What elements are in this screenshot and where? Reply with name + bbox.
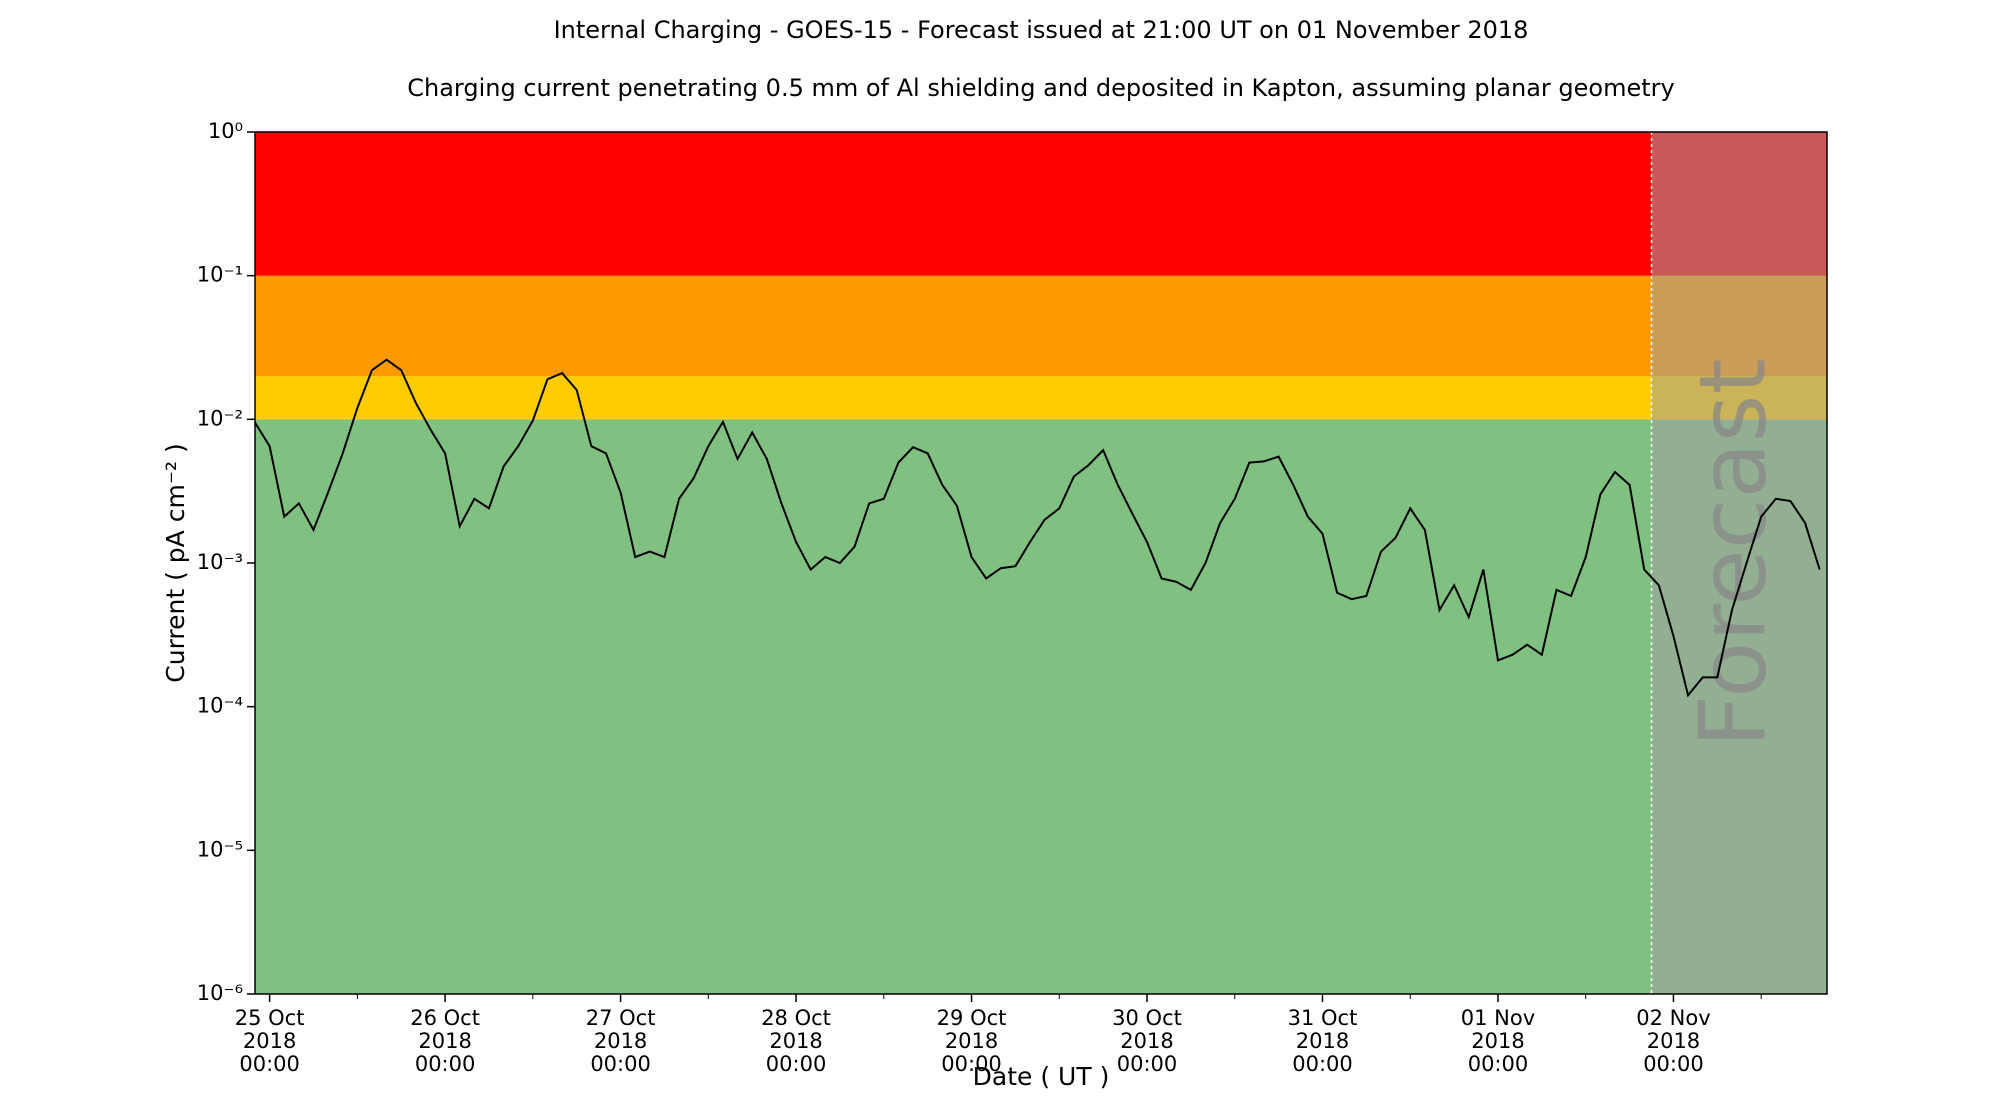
chart-subtitle: Charging current penetrating 0.5 mm of A… bbox=[407, 74, 1675, 102]
forecast-region bbox=[1651, 132, 1827, 994]
x-tick-label-line: 30 Oct bbox=[1112, 1006, 1182, 1030]
x-tick-label: 01 Nov 2018 00:00 bbox=[1461, 1006, 1535, 1076]
x-tick-label-line: 2018 bbox=[1647, 1029, 1700, 1053]
x-tick-label-line: 25 Oct bbox=[235, 1006, 305, 1030]
x-tick-label: 27 Oct 2018 00:00 bbox=[586, 1006, 656, 1076]
x-tick-label-line: 00:00 bbox=[590, 1052, 651, 1076]
x-tick-label: 28 Oct 2018 00:00 bbox=[761, 1006, 831, 1076]
x-tick-label-line: 28 Oct bbox=[761, 1006, 831, 1030]
chart-title: Internal Charging - GOES-15 - Forecast i… bbox=[554, 16, 1529, 44]
x-tick-label: 30 Oct 2018 00:00 bbox=[1112, 1006, 1182, 1076]
x-tick-label-line: 2018 bbox=[945, 1029, 998, 1053]
x-tick-label-line: 29 Oct bbox=[937, 1006, 1007, 1030]
y-tick-label: 10⁰ bbox=[208, 119, 243, 143]
x-tick-label-line: 2018 bbox=[769, 1029, 822, 1053]
y-tick-label: 10⁻¹ bbox=[197, 263, 243, 287]
x-tick-label-line: 00:00 bbox=[1292, 1052, 1353, 1076]
x-tick-label-line: 00:00 bbox=[766, 1052, 827, 1076]
x-tick-label: 26 Oct 2018 00:00 bbox=[410, 1006, 480, 1076]
x-tick-label: 31 Oct 2018 00:00 bbox=[1288, 1006, 1358, 1076]
x-tick-label-line: 2018 bbox=[594, 1029, 647, 1053]
data-line bbox=[254, 358, 1821, 698]
y-axis-label: Current ( pA cm⁻² ) bbox=[161, 443, 190, 682]
x-tick-label-line: 00:00 bbox=[941, 1052, 1002, 1076]
y-tick-label: 10⁻⁶ bbox=[197, 981, 243, 1005]
x-tick-label-line: 00:00 bbox=[1468, 1052, 1529, 1076]
x-tick-label-line: 26 Oct bbox=[410, 1006, 480, 1030]
threshold-band bbox=[255, 132, 1827, 276]
x-tick-label-line: 02 Nov bbox=[1636, 1006, 1710, 1030]
x-tick-label-line: 31 Oct bbox=[1288, 1006, 1358, 1030]
threshold-band bbox=[255, 275, 1827, 377]
x-tick-label: 29 Oct 2018 00:00 bbox=[937, 1006, 1007, 1076]
x-tick-label: 02 Nov 2018 00:00 bbox=[1636, 1006, 1710, 1076]
x-tick-label-line: 2018 bbox=[1296, 1029, 1349, 1053]
x-tick-label-line: 00:00 bbox=[415, 1052, 476, 1076]
y-tick-label: 10⁻⁵ bbox=[197, 837, 243, 861]
x-tick-label-line: 01 Nov bbox=[1461, 1006, 1535, 1030]
x-tick-label: 25 Oct 2018 00:00 bbox=[235, 1006, 305, 1076]
forecast-label: Forecast bbox=[1680, 358, 1787, 747]
x-tick-label-line: 2018 bbox=[418, 1029, 471, 1053]
x-tick-label-line: 2018 bbox=[1120, 1029, 1173, 1053]
y-tick-label: 10⁻⁴ bbox=[197, 694, 243, 718]
x-tick-label-line: 00:00 bbox=[1117, 1052, 1178, 1076]
y-tick-label: 10⁻³ bbox=[197, 550, 243, 574]
x-tick-label-line: 00:00 bbox=[239, 1052, 300, 1076]
x-tick-label-line: 2018 bbox=[1471, 1029, 1524, 1053]
x-tick-label-line: 27 Oct bbox=[586, 1006, 656, 1030]
x-tick-label-line: 2018 bbox=[243, 1029, 296, 1053]
y-tick-label: 10⁻² bbox=[197, 406, 243, 430]
x-axis-label: Date ( UT ) bbox=[973, 1062, 1110, 1091]
threshold-band bbox=[255, 376, 1827, 420]
x-tick-label-line: 00:00 bbox=[1643, 1052, 1704, 1076]
threshold-band bbox=[255, 419, 1827, 994]
